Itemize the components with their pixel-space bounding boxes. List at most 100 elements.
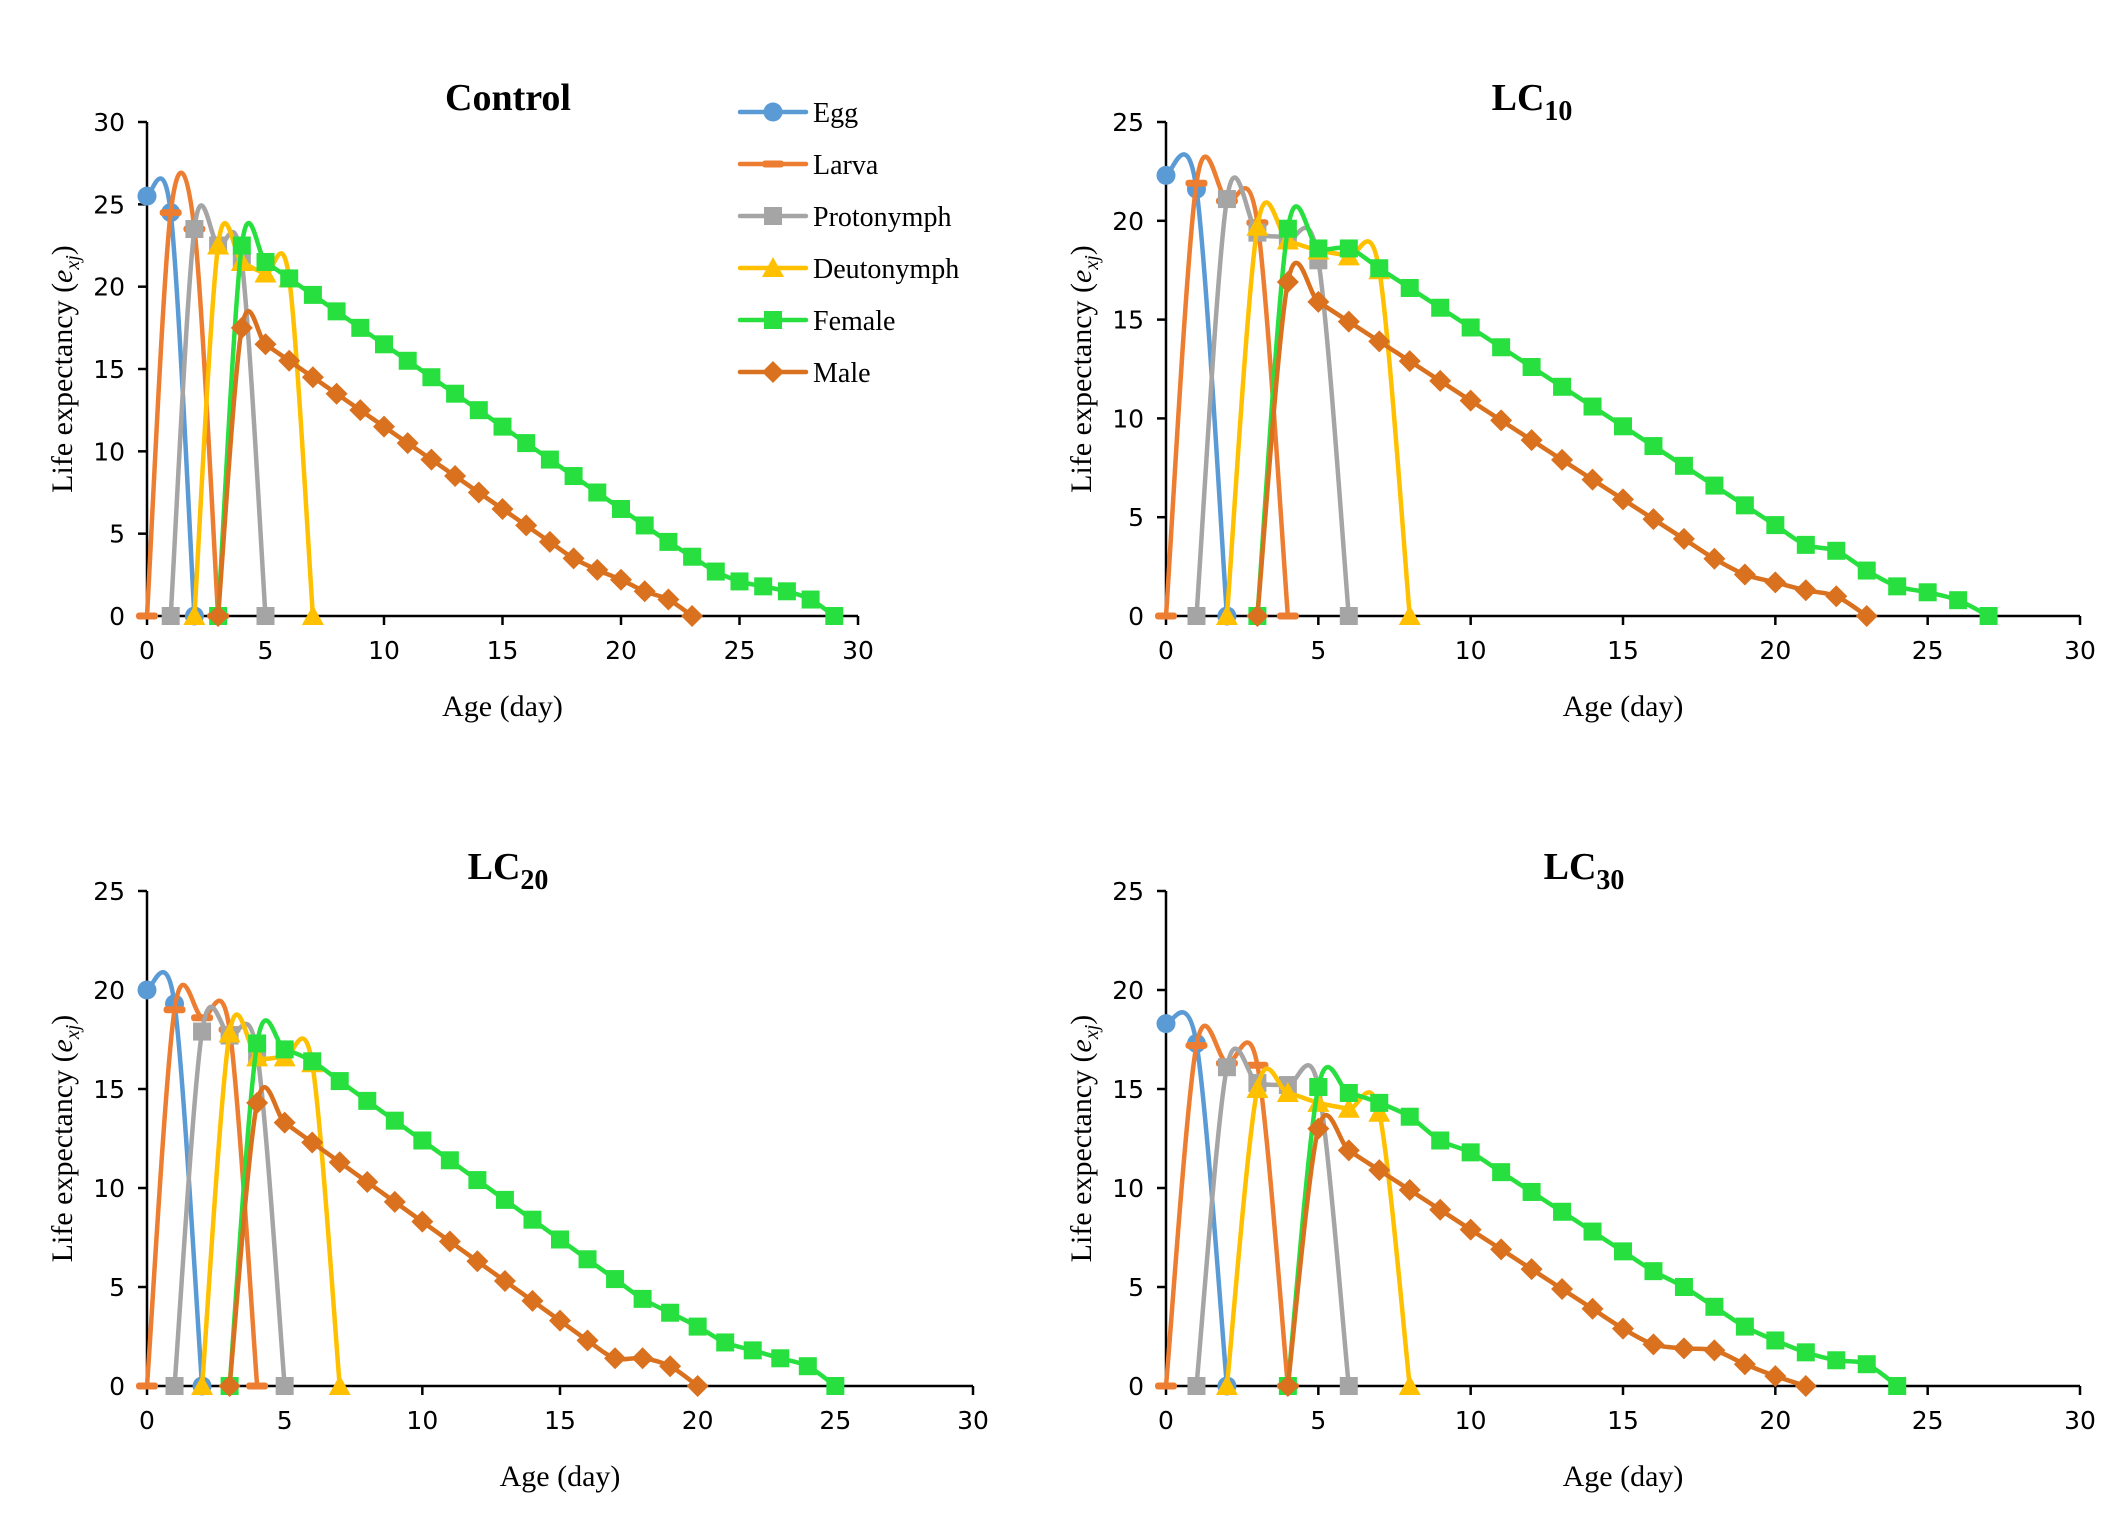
y-axis-title-symbol: e [1065, 1039, 1098, 1052]
y-axis-title-main: Life expectancy ( [46, 1052, 79, 1262]
data-point-female [351, 318, 370, 337]
data-point-female [1583, 1222, 1602, 1241]
y-tick-label: 30 [93, 108, 125, 137]
panel-title-subscript: 10 [1544, 96, 1572, 127]
data-point-male [218, 1375, 241, 1397]
legend-marker-square [764, 311, 782, 329]
y-tick-label: 25 [1112, 108, 1144, 137]
data-point-male [444, 465, 467, 488]
x-axis-title: Age (day) [442, 690, 563, 723]
data-point-female [1461, 1143, 1480, 1162]
data-point-female [280, 269, 299, 288]
data-point-deutonymph [328, 1375, 351, 1395]
panel-title: LC30 [1544, 846, 1625, 896]
x-tick-label: 0 [139, 636, 155, 665]
panel-title: LC10 [1492, 77, 1573, 127]
data-point-male [246, 1091, 269, 1114]
y-tick-label: 25 [93, 877, 125, 906]
data-point-larva [159, 209, 182, 217]
data-point-larva [1155, 1382, 1177, 1390]
data-point-female [1827, 541, 1846, 560]
data-point-female [398, 351, 417, 370]
x-tick-label: 30 [2064, 636, 2096, 665]
x-tick-label: 0 [139, 1406, 155, 1435]
data-point-female [798, 1357, 817, 1376]
series-female [1278, 1065, 1907, 1395]
panel-title-main: LC [1544, 846, 1597, 888]
data-point-male [604, 1347, 627, 1370]
series-line-egg [144, 970, 205, 1389]
series-female [1248, 204, 1998, 625]
y-tick-label: 25 [93, 190, 125, 219]
data-point-male [1398, 350, 1421, 373]
legend-marker-diamond [762, 361, 784, 383]
data-point-egg [137, 186, 157, 206]
series-line-egg [1163, 1010, 1230, 1389]
series-line-protonymph [1194, 1046, 1352, 1389]
data-point-male [1520, 1258, 1543, 1281]
data-point-female [633, 1289, 652, 1308]
data-point-female [1674, 1278, 1693, 1296]
data-point-deutonymph [1215, 605, 1238, 625]
data-point-female [1796, 1343, 1815, 1362]
legend-label: Female [813, 306, 895, 337]
y-tick-label: 5 [1128, 503, 1144, 532]
data-point-male [1551, 448, 1574, 471]
data-point-male [1307, 1117, 1330, 1140]
data-point-egg [1156, 165, 1176, 185]
legend: Egg Larva Protonymph Deutonymph Female Male [737, 98, 959, 389]
data-point-deutonymph [1215, 1375, 1238, 1395]
data-point-female [303, 285, 322, 304]
data-point-female [327, 302, 346, 321]
y-tick-label: 10 [1112, 404, 1144, 433]
data-point-female [1766, 516, 1785, 535]
data-point-female [1614, 1242, 1632, 1261]
data-point-female [1705, 476, 1724, 495]
data-point-female [551, 1230, 569, 1249]
data-point-male [1490, 1238, 1513, 1261]
data-point-male [1672, 527, 1695, 550]
data-point-deutonymph [1337, 1097, 1360, 1118]
x-tick-label: 5 [1310, 636, 1326, 665]
data-point-female [358, 1091, 377, 1110]
y-axis-title-main: Life expectancy ( [1065, 283, 1098, 493]
data-point-female [1796, 535, 1815, 554]
y-axis-title-close: ) [1065, 245, 1098, 255]
data-point-larva [246, 1382, 269, 1390]
data-point-male [1703, 1339, 1726, 1362]
data-point-male [273, 1111, 296, 1134]
y-tick-label: 20 [1112, 207, 1144, 236]
x-tick-label: 10 [1455, 1406, 1487, 1435]
data-point-female [468, 1171, 487, 1190]
data-point-female [716, 1333, 735, 1352]
data-point-egg [1156, 1014, 1176, 1034]
data-point-protonymph [185, 220, 204, 239]
y-tick-label: 5 [1128, 1273, 1144, 1302]
data-point-male [466, 1250, 489, 1273]
data-point-male [515, 514, 538, 537]
data-point-deutonymph [191, 1375, 214, 1395]
y-tick-label: 15 [93, 1075, 125, 1104]
legend-marker-circle [763, 102, 783, 122]
data-point-female [1979, 607, 1998, 625]
data-point-female [564, 467, 583, 486]
series-line-egg [1163, 152, 1230, 619]
data-point-male [467, 481, 490, 504]
data-point-larva [136, 612, 158, 620]
legend-label: Egg [813, 98, 858, 129]
y-axis-title-symbol: e [1065, 270, 1098, 283]
data-point-female [1583, 397, 1602, 416]
legend-item-female: Female [737, 306, 895, 337]
legend-label: Larva [813, 150, 879, 181]
data-point-deutonymph [1276, 1081, 1299, 1102]
y-tick-label: 0 [1128, 602, 1144, 631]
data-point-male [1337, 1139, 1360, 1162]
data-point-female [688, 1317, 707, 1336]
y-axis-title-symbol: e [46, 1039, 79, 1052]
data-point-female [1431, 298, 1450, 317]
data-point-male [1429, 369, 1452, 392]
x-tick-label: 20 [682, 1406, 714, 1435]
data-point-male [576, 1329, 599, 1352]
panel-title-subscript: 30 [1596, 865, 1624, 896]
data-point-protonymph [1339, 607, 1358, 625]
